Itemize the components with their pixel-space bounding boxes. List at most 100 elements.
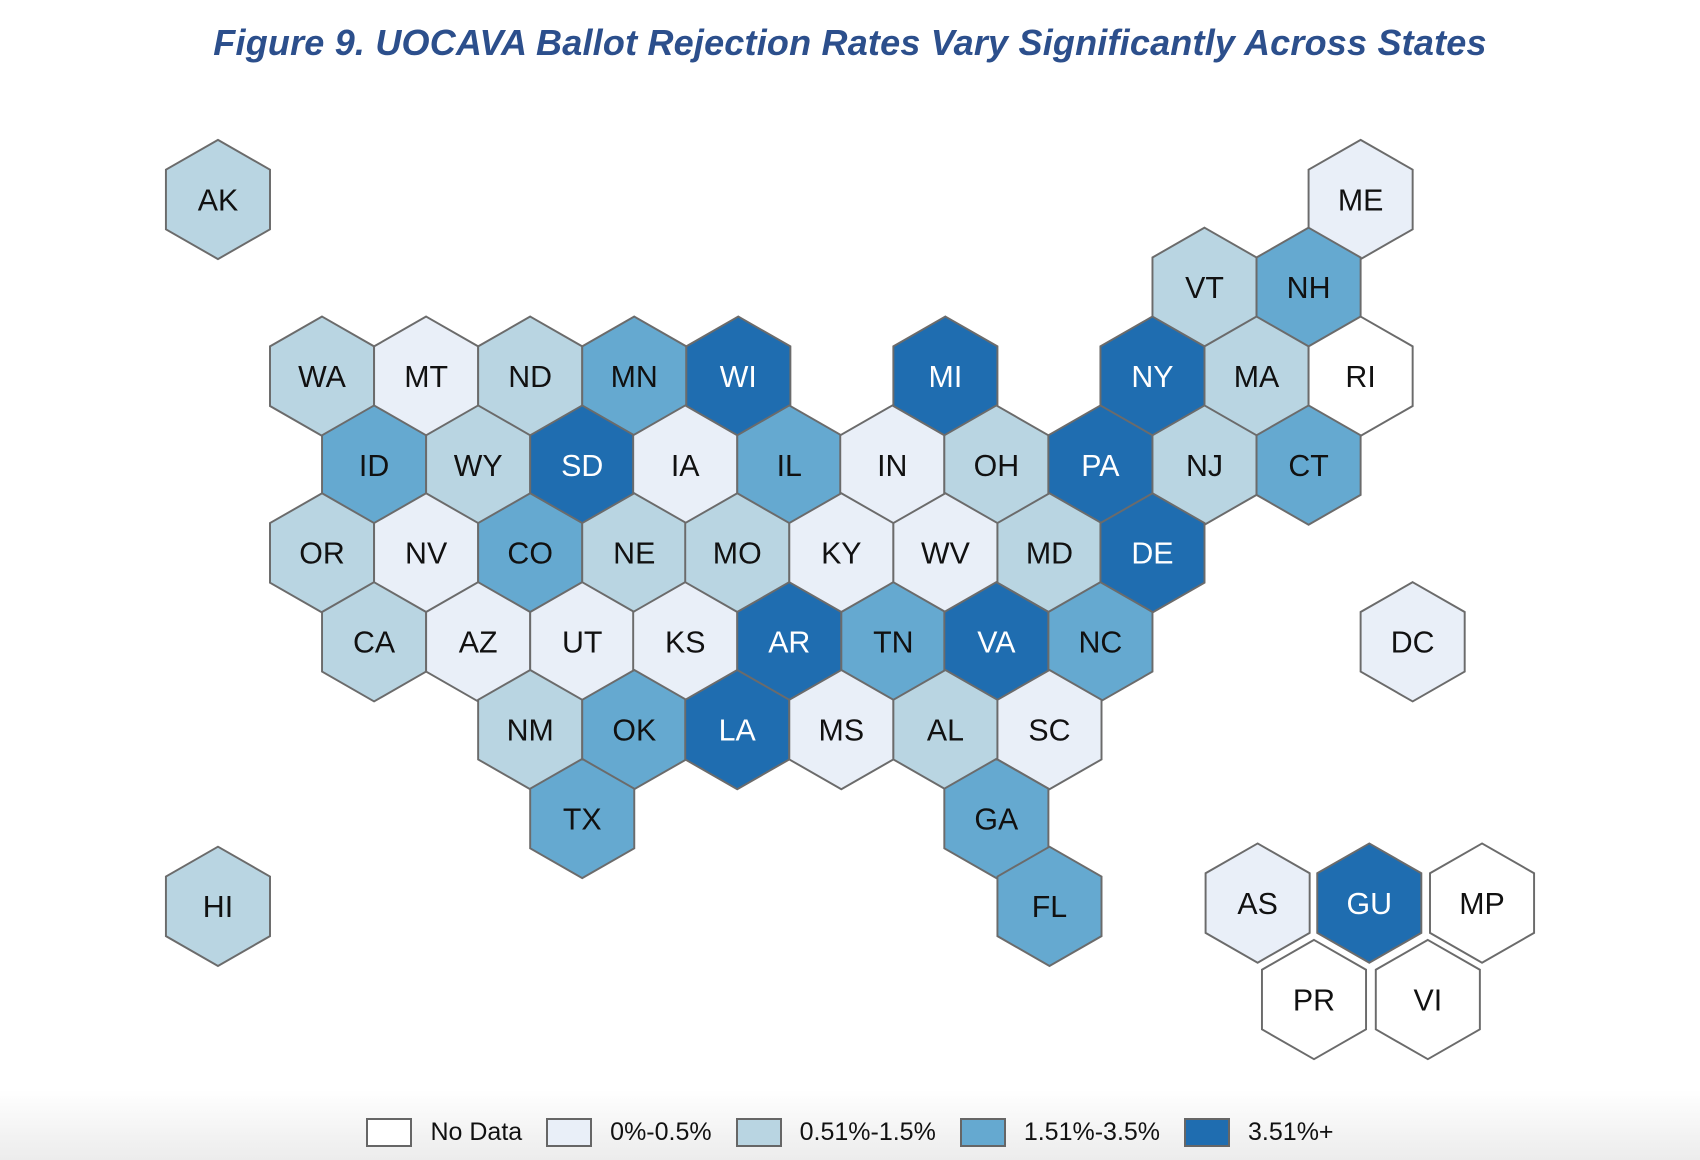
hex-tile-fl: FL (996, 845, 1103, 968)
hex-tile-az: AZ (425, 581, 532, 703)
hex-tile-dc: DC (1359, 581, 1466, 703)
hex-label: CA (353, 627, 396, 660)
hex-label: NY (1131, 361, 1173, 394)
legend-label: 0.51%-1.5% (799, 1118, 936, 1146)
hex-tile-mo: MO (684, 492, 791, 614)
hex-label: SC (1028, 714, 1070, 747)
hex-label: FL (1032, 891, 1067, 924)
hex-tile-md: MD (996, 492, 1103, 614)
hex-label: ME (1338, 184, 1384, 217)
hex-label: NC (1079, 627, 1123, 660)
hex-label: TN (873, 627, 913, 660)
hex-tile-sc: SC (996, 668, 1103, 791)
hex-label: MT (404, 361, 448, 394)
hex-label: HI (203, 891, 233, 924)
legend-item-3.51-plus: 3.51%+ (1184, 1118, 1334, 1147)
hex-label: AZ (459, 627, 498, 660)
hex-tile-mi: MI (892, 315, 999, 437)
hex-label: GU (1347, 888, 1393, 921)
hex-tile-mn: MN (581, 315, 688, 437)
hex-tile-id: ID (321, 404, 428, 526)
hex-label: WY (454, 450, 503, 483)
legend-swatch (1184, 1118, 1231, 1147)
hex-label: MD (1026, 538, 1073, 571)
legend-swatch (735, 1118, 782, 1147)
legend-label: No Data (430, 1118, 523, 1146)
legend-swatch (959, 1118, 1006, 1147)
hex-tile-la: LA (684, 668, 791, 791)
hex-tile-ms: MS (788, 668, 895, 791)
hex-label: AK (198, 184, 238, 217)
legend-item-1.51-3.5: 1.51%-3.5% (959, 1118, 1161, 1147)
hex-tile-wy: WY (425, 404, 532, 526)
hex-tile-sd: SD (529, 404, 636, 526)
hex-shape (529, 757, 636, 880)
hex-tile-gu: GU (1316, 842, 1423, 964)
hex-label: NE (613, 538, 655, 571)
hex-label: NJ (1186, 450, 1223, 483)
hex-label: OH (974, 450, 1020, 483)
hex-label: MI (929, 361, 963, 394)
hex-label: WA (298, 361, 347, 394)
hex-tile-ga: GA (943, 757, 1050, 880)
hex-tile-ut: UT (529, 581, 636, 703)
hex-tile-nd: ND (477, 315, 584, 437)
hex-label: IL (777, 450, 802, 483)
hex-label: WI (720, 361, 757, 394)
legend-label: 1.51%-3.5% (1023, 1118, 1161, 1146)
hex-label: CO (507, 538, 553, 571)
hex-label: MA (1234, 361, 1280, 394)
hex-tile-hi: HI (164, 845, 271, 968)
hex-label: DE (1131, 538, 1173, 571)
hex-label: IN (877, 450, 907, 483)
legend-swatch (546, 1118, 593, 1147)
legend-item-no-data: No Data (366, 1118, 522, 1147)
hex-label: PR (1293, 984, 1335, 1017)
hex-label: VT (1185, 272, 1224, 305)
hex-label: WV (921, 538, 971, 571)
hex-tile-vi: VI (1374, 938, 1481, 1061)
hex-tile-mp: MP (1429, 842, 1536, 964)
chart-title: Figure 9. UOCAVA Ballot Rejection Rates … (213, 22, 1487, 63)
hex-label: VA (977, 627, 1016, 660)
hex-tile-ia: IA (632, 404, 739, 526)
hex-tile-pr: PR (1260, 938, 1368, 1061)
hex-shape (943, 757, 1050, 880)
hex-tile-tn: TN (840, 581, 947, 703)
hex-tile-as: AS (1204, 842, 1311, 964)
hex-label: OK (612, 714, 656, 747)
hex-label: PA (1081, 450, 1120, 483)
hex-shape (1429, 842, 1536, 964)
legend-item-0.51-1.5: 0.51%-1.5% (735, 1118, 936, 1147)
hex-label: DC (1391, 627, 1435, 660)
legend-swatch (366, 1118, 413, 1147)
hex-label: NV (405, 538, 448, 571)
hex-tile-ks: KS (632, 581, 739, 703)
hex-shape (996, 845, 1103, 968)
hex-label: RI (1345, 361, 1375, 394)
hex-label: MN (611, 361, 658, 394)
hex-label: NM (507, 714, 554, 747)
hex-shape (164, 138, 271, 261)
hex-shape (996, 668, 1103, 791)
hex-label: ND (508, 361, 552, 394)
hex-tile-ca: CA (321, 581, 428, 703)
hex-label: AS (1237, 888, 1277, 921)
hex-shape (1255, 404, 1362, 526)
hex-label: SD (561, 450, 603, 483)
hex-label: UT (562, 627, 602, 660)
hex-tile-nm: NM (477, 668, 584, 791)
hex-label: GA (974, 803, 1019, 836)
legend-label: 3.51%+ (1248, 1118, 1334, 1146)
hex-label: MS (819, 714, 865, 747)
hex-shape (1374, 938, 1481, 1061)
hex-label: OR (299, 538, 345, 571)
legend-label: 0%-0.5% (610, 1118, 712, 1146)
hex-label: IA (671, 450, 700, 483)
hex-tile-wv: WV (892, 492, 999, 614)
hex-label: VI (1413, 984, 1442, 1017)
hex-label: LA (719, 714, 757, 747)
hex-label: MO (713, 538, 762, 571)
hex-tile-ct: CT (1255, 404, 1362, 526)
